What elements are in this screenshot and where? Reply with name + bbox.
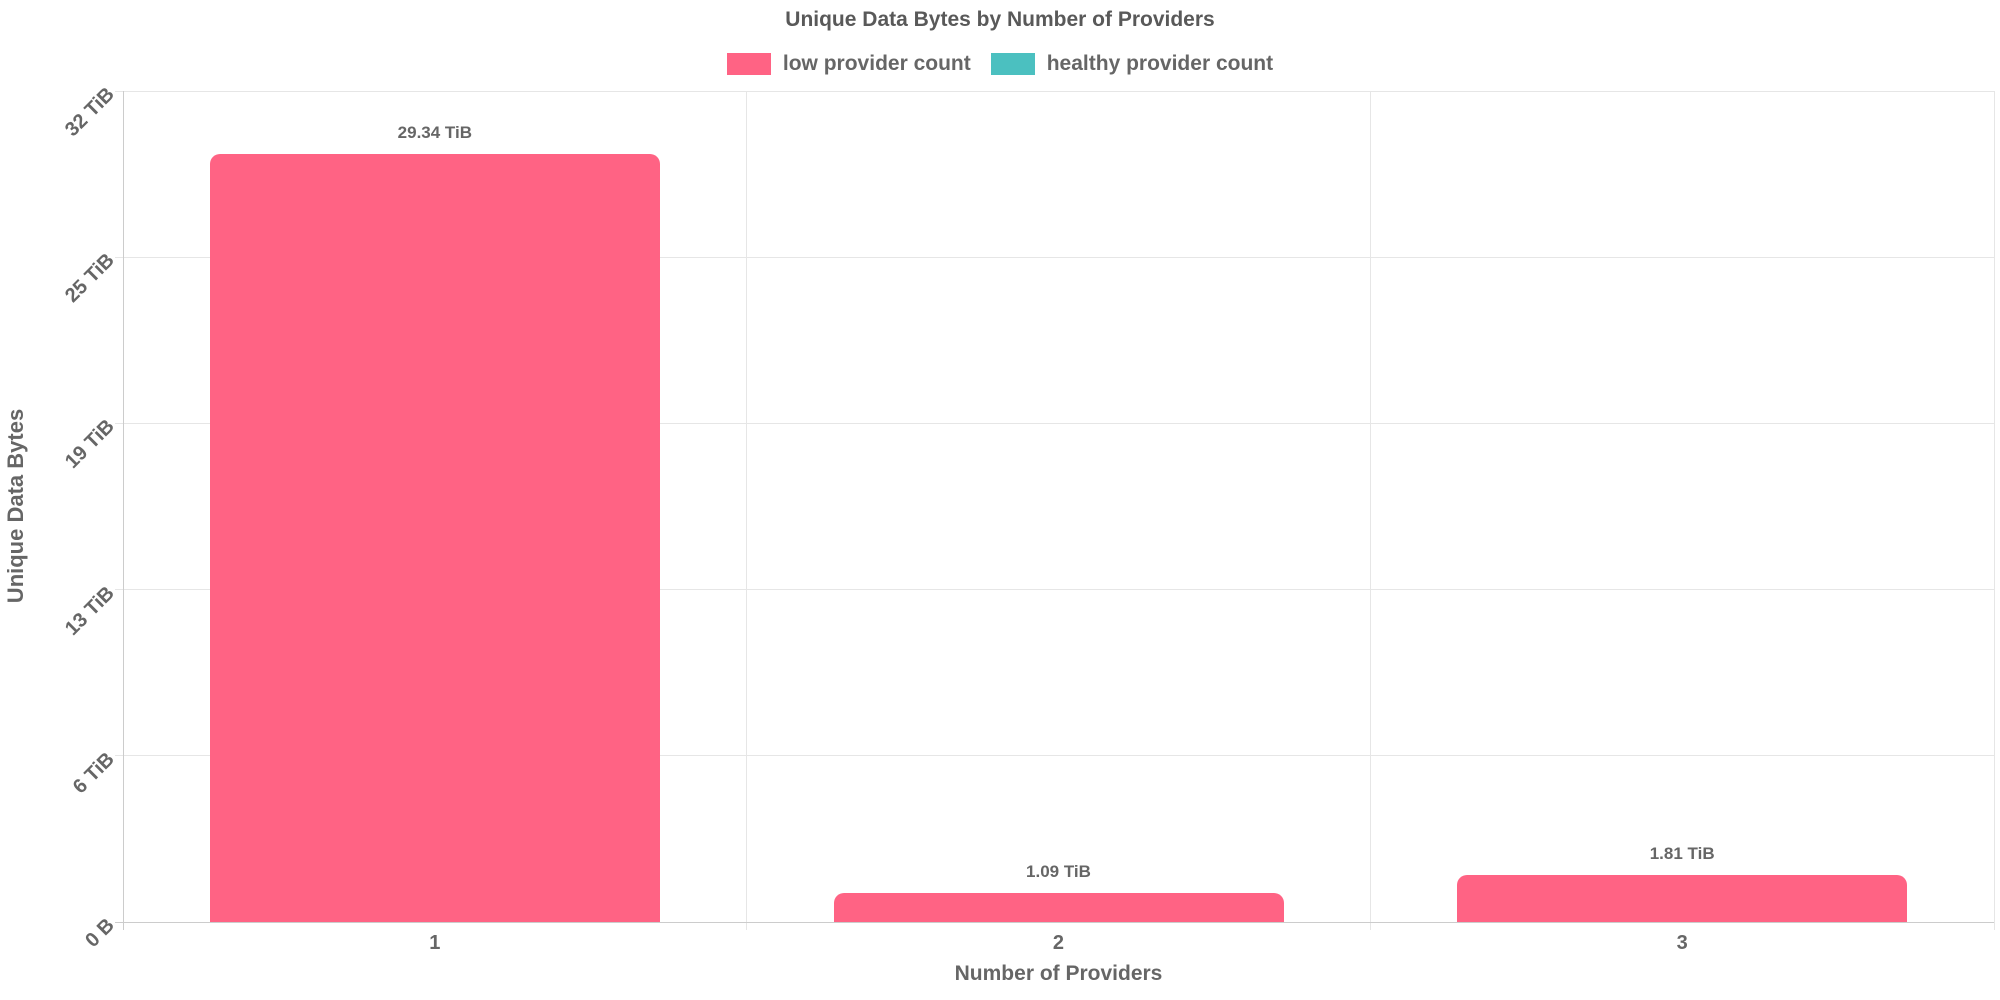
y-gridline: [115, 256, 1994, 258]
y-tick-label: 13 TiB: [61, 581, 119, 640]
y-tick-label: 0 B: [81, 914, 119, 952]
x-gridline: [1993, 91, 1995, 930]
legend-label: low provider count: [782, 52, 971, 75]
y-tick-label: 19 TiB: [61, 415, 119, 474]
bar-value-label: 29.34 TiB: [397, 123, 472, 143]
x-axis-title: Number of Providers: [954, 962, 1163, 985]
chart-title: Unique Data Bytes by Number of Providers: [785, 8, 1215, 31]
y-gridline: [115, 422, 1994, 424]
bar-1[interactable]: [209, 154, 660, 922]
x-axis-line: [115, 921, 1994, 923]
y-tick-label: 6 TiB: [68, 748, 119, 798]
x-tick-label: 3: [1676, 932, 1688, 954]
bar-2[interactable]: [833, 893, 1284, 922]
y-gridline: [115, 589, 1994, 591]
legend-swatch: [990, 53, 1035, 75]
legend-swatch: [726, 53, 771, 75]
y-axis-line: [122, 91, 124, 930]
x-gridline: [746, 91, 748, 930]
x-gridline: [1369, 91, 1371, 930]
legend-label: healthy provider count: [1046, 52, 1274, 75]
y-axis-title: Unique Data Bytes: [3, 408, 28, 604]
bar-3[interactable]: [1457, 874, 1908, 922]
y-gridline: [115, 755, 1994, 757]
y-tick-label: 32 TiB: [61, 83, 119, 141]
bar-value-label: 1.81 TiB: [1649, 843, 1715, 863]
legend-item-low[interactable]: low provider count: [726, 52, 971, 76]
legend: low provider count healthy provider count: [0, 52, 2000, 76]
x-tick-label: 2: [1052, 932, 1065, 954]
legend-item-healthy[interactable]: healthy provider count: [990, 52, 1274, 76]
y-gridline: [115, 90, 1994, 92]
bar-value-label: 1.09 TiB: [1026, 862, 1091, 882]
x-tick-label: 1: [429, 932, 441, 954]
y-tick-label: 25 TiB: [61, 249, 119, 308]
